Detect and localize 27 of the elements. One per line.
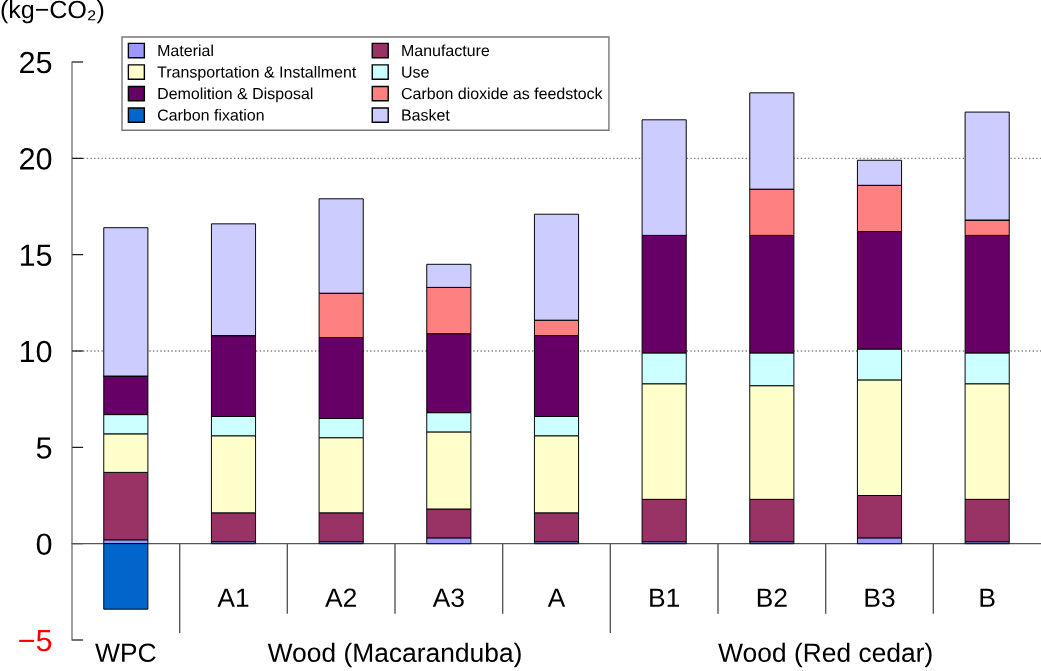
legend-label: Carbon dioxide as feedstock [401,87,603,100]
x-tick-label: A3 [432,588,464,608]
x-tick-label: B [980,588,995,607]
legend-label: Material [158,44,213,57]
text: Wood (Red cedar) [718,642,932,668]
legend-label: Transportation & Installment [157,65,357,81]
y-tick-label: 10 [20,340,52,363]
y-tick-label: 15 [20,244,52,267]
y-tick-label: 20 [20,148,52,170]
x-tick-label: B1 [650,588,680,607]
legend-label: Use [402,66,429,78]
y-tick-label: 0 [36,533,52,556]
y-tick-label: 5 [36,437,52,459]
text: Wood (Macaranduba) [267,642,521,668]
x-tick-label: A [547,588,566,607]
y-tick-label: 25 [20,51,52,74]
legend-label: Demolition & Disposal [158,87,313,103]
x-tick-label: B2 [757,588,787,607]
y-tick-label: −5 [19,630,52,652]
x-tick-label: WPC [95,643,156,663]
x-tick-label: A2 [325,588,356,607]
y-axis-title: (kg−CO₂) [1,0,104,24]
x-tick-label: B3 [865,588,895,608]
legend-label: Manufacture [402,44,490,57]
x-tick-label: A1 [217,588,249,607]
legend-label: Basket [402,109,450,121]
legend-label: Carbon fixation [157,109,264,121]
